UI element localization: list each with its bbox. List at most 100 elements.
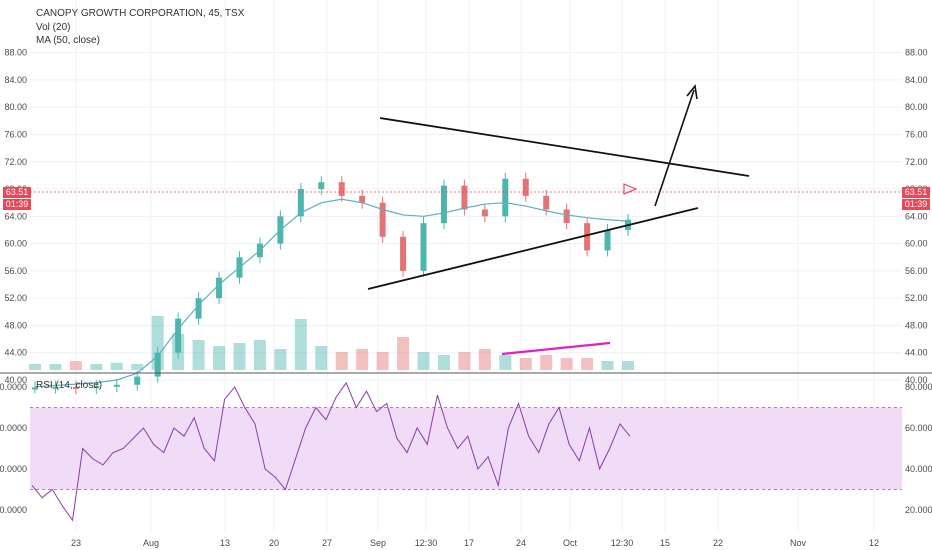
y-tick-right: 88.00	[905, 48, 928, 58]
volume-trendline[interactable]	[501, 341, 611, 356]
volume-bar	[540, 355, 553, 370]
candle-body	[440, 185, 447, 224]
volume-bar	[49, 364, 62, 370]
chart-title: CANOPY GROWTH CORPORATION, 45, TSX	[36, 8, 245, 19]
candle-body	[522, 178, 529, 196]
y-tick-left: 60.00	[4, 239, 27, 249]
candle-body	[154, 352, 161, 377]
volume-bar	[335, 352, 348, 370]
rsi-tick-left: 80.0000	[0, 382, 27, 392]
candle-body	[93, 386, 100, 389]
candle-body	[400, 236, 407, 271]
volume-bar	[294, 319, 307, 370]
legend-ma: MA (50, close)	[36, 35, 100, 46]
candle-body	[216, 277, 223, 299]
y-tick-left: 84.00	[4, 75, 27, 85]
candle-body	[563, 209, 570, 224]
candle-body	[379, 202, 386, 237]
price-badge-left: 63.51	[3, 187, 31, 198]
candle-body	[72, 386, 79, 389]
y-tick-right: 40.00	[905, 375, 928, 385]
candle-body	[32, 387, 38, 390]
x-tick: 24	[516, 538, 526, 548]
volume-bar	[601, 361, 614, 370]
y-tick-right: 52.00	[905, 293, 928, 303]
volume-bar	[213, 346, 226, 370]
y-tick-left: 44.00	[4, 348, 27, 358]
y-tick-right: 44.00	[905, 348, 928, 358]
rsi-tick-left: 60.0000	[0, 423, 27, 433]
x-tick: 12:30	[611, 538, 634, 548]
volume-bar	[29, 364, 41, 370]
volume-bar	[478, 349, 491, 370]
x-tick: 12	[869, 538, 879, 548]
y-tick-left: 80.00	[4, 102, 27, 112]
candle-body	[318, 182, 325, 190]
x-tick: 20	[269, 538, 279, 548]
y-axis-ticks: 88.00 88.00 84.00 84.00 80.00 80.00 76.00 76.00…	[0, 48, 932, 515]
volume-bar	[69, 361, 82, 370]
rsi-band-fill	[30, 407, 902, 490]
rsi-tick-left: 20.0000	[0, 505, 27, 515]
volume-bar	[560, 358, 573, 370]
volume-bar	[233, 343, 246, 370]
y-tick-left: 72.00	[4, 157, 27, 167]
volume-bar	[499, 355, 512, 370]
candle-body	[604, 229, 611, 251]
x-tick: 23	[71, 538, 81, 548]
candle-body	[481, 209, 488, 217]
ma-path	[34, 198, 629, 388]
y-tick-left: 76.00	[4, 129, 27, 139]
price-marker	[623, 183, 638, 195]
volume-bar	[90, 364, 103, 370]
support-trendline[interactable]	[367, 207, 699, 290]
candle-body	[297, 189, 304, 217]
ma-line	[34, 198, 629, 388]
candle-body	[461, 185, 468, 210]
resistance-trendline[interactable]	[379, 117, 750, 177]
rsi-line	[31, 381, 631, 522]
countdown-badge-right: 01:39	[902, 199, 930, 210]
candle-body	[543, 195, 550, 210]
y-tick-right: 64.00	[905, 211, 928, 221]
candle-body	[359, 195, 366, 203]
volume-bar	[315, 346, 328, 370]
rsi-tick-right: 80.0000	[905, 382, 932, 392]
x-axis-ticks: 23 Aug 13 20 27 Sep 12:30 17 24 Oct 12:30 15 22 Nov 12	[71, 538, 879, 548]
candle-body	[175, 318, 182, 353]
volume-bar	[581, 358, 594, 370]
rsi-band	[30, 407, 902, 490]
breakout-arrow-head	[686, 84, 698, 100]
y-tick-right: 76.00	[905, 129, 928, 139]
candle-body	[134, 376, 141, 385]
volume-bars	[29, 316, 634, 370]
price-badge-right: 63.51	[902, 187, 930, 198]
candle-body	[195, 298, 202, 319]
rsi-tick-right: 40.0000	[905, 464, 932, 474]
x-tick: 22	[713, 538, 723, 548]
rsi-tick-left: 40.0000	[0, 464, 27, 474]
candle-body	[113, 384, 120, 387]
rsi-tick-right: 20.0000	[905, 505, 932, 515]
y-tick-right: 56.00	[905, 266, 928, 276]
candle-body	[338, 182, 345, 196]
y-tick-right: 48.00	[905, 320, 928, 330]
candle-body	[502, 178, 509, 217]
x-tick: Sep	[370, 538, 386, 548]
y-tick-right: 60.00	[905, 239, 928, 249]
volume-bar	[192, 340, 205, 370]
y-tick-left: 64.00	[4, 211, 27, 221]
legend-vol: Vol (20)	[36, 22, 71, 33]
candle-body	[420, 223, 427, 271]
trend-drawings	[367, 84, 750, 356]
breakout-arrow-line[interactable]	[654, 89, 695, 207]
volume-bar	[397, 337, 410, 370]
y-tick-right: 80.00	[905, 102, 928, 112]
y-tick-right: 72.00	[905, 157, 928, 167]
rsi-tick-right: 60.0000	[905, 423, 932, 433]
rsi-path	[31, 381, 631, 522]
y-tick-left: 40.00	[4, 375, 27, 385]
volume-bar	[437, 355, 450, 370]
candle-body	[52, 386, 59, 389]
